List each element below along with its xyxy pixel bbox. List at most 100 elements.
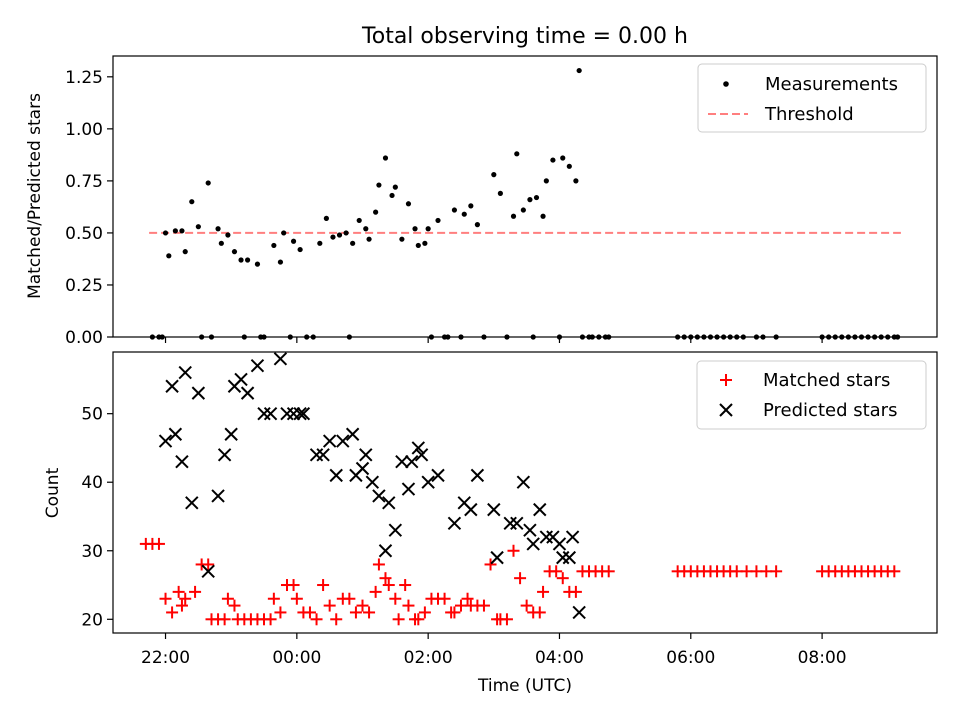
matched-star-point: [267, 592, 280, 605]
measurement-point: [195, 224, 201, 230]
matched-star-point: [438, 592, 451, 605]
measurement-point: [520, 207, 526, 213]
bottom-subplot: Count Time (UTC) 20 30 40 50 22:00 00:00 02:0…: [43, 351, 938, 696]
matched-star-point: [569, 585, 582, 598]
predicted-star-point: [490, 550, 504, 565]
predicted-star-point: [355, 461, 370, 476]
measurement-point: [254, 261, 261, 267]
measurement-point: [392, 184, 398, 190]
measurement-point: [189, 199, 195, 205]
matched-star-point: [363, 606, 376, 619]
matched-star-point: [602, 565, 615, 578]
predicted-star-point: [572, 605, 586, 620]
bottom-x-tick-label: 08:00: [798, 648, 847, 668]
predicted-star-point: [372, 489, 386, 503]
predicted-star-point: [250, 359, 265, 373]
measurement-point: [566, 163, 572, 169]
predicted-star-point: [414, 448, 429, 462]
predicted-star-point: [526, 537, 540, 551]
measurement-point: [560, 155, 566, 161]
measurement-point: [461, 211, 467, 217]
matched-star-point: [372, 558, 385, 571]
measurement-point: [527, 197, 533, 203]
bottom-x-tick-label: 06:00: [666, 648, 715, 668]
measurement-point: [474, 222, 480, 228]
measurement-point: [412, 226, 418, 232]
measurement-point: [238, 257, 244, 263]
predicted-legend-marker: [719, 403, 733, 417]
measurement-point: [425, 226, 431, 232]
predicted-star-point: [382, 496, 396, 510]
predicted-star-point: [158, 434, 173, 448]
top-y-tick-label: 0.50: [65, 224, 103, 244]
matched-star-point: [330, 613, 343, 626]
matched-star-point: [349, 606, 362, 619]
matched-star-point: [484, 558, 497, 571]
bottom-plot-frame: [112, 351, 938, 634]
matched-star-point: [303, 606, 316, 619]
predicted-star-point: [378, 544, 393, 558]
measurement-point: [336, 232, 343, 238]
measurement-point: [550, 157, 556, 163]
matched-star-point: [310, 613, 323, 626]
predicted-star-point: [510, 516, 524, 531]
matched-star-point: [418, 606, 431, 619]
bottom-x-tick-label: 22:00: [141, 648, 190, 668]
measurement-point: [491, 172, 497, 178]
bottom-y-tick-label: 50: [81, 405, 103, 425]
top-legend: Measurements Threshold: [697, 63, 927, 133]
bottom-y-tick-label: 40: [81, 473, 103, 493]
measurement-point: [356, 217, 362, 224]
top-y-tick-label: 0.75: [65, 172, 103, 192]
measurement-point: [468, 203, 474, 209]
measurement-point: [215, 226, 221, 232]
measurement-point: [166, 253, 172, 259]
measurement-point: [405, 201, 412, 207]
matched-star-point: [172, 585, 185, 598]
predicted-star-point: [217, 448, 232, 462]
predicted-star-point: [234, 372, 248, 387]
predicted-star-point: [421, 475, 435, 489]
matched-star-point: [412, 613, 425, 626]
matched-star-point: [392, 613, 405, 626]
matched-star-point: [533, 606, 546, 619]
matched-legend-marker: [720, 374, 732, 386]
matched-star-point: [189, 585, 202, 598]
matched-star-point: [477, 599, 490, 612]
matched-star-point: [152, 537, 165, 550]
predicted-star-point: [523, 523, 537, 537]
matched-star-point: [461, 592, 474, 605]
top-legend-box: [697, 63, 927, 133]
measurement-point: [422, 240, 428, 246]
star-count-points: [139, 352, 901, 626]
top-y-tick-label: 1.00: [65, 120, 103, 140]
predicted-star-point: [165, 379, 179, 393]
matched-star-point: [550, 565, 563, 578]
measurement-point: [323, 215, 329, 221]
predicted-star-point: [405, 454, 419, 469]
measurement-point: [373, 209, 379, 215]
matched-star-point: [317, 579, 330, 592]
bottom-y-ticks: 20 30 40 50: [81, 405, 113, 630]
predicted-star-point: [516, 475, 531, 489]
top-plot-frame: [112, 55, 938, 338]
predicted-star-point: [464, 502, 478, 517]
predicted-star-point: [240, 386, 255, 400]
bottom-x-tick-label: 04:00: [535, 648, 584, 668]
predicted-star-point: [345, 427, 360, 441]
measurement-point: [162, 230, 169, 236]
measurement-point: [271, 242, 277, 249]
matched-star-point: [556, 572, 569, 585]
matched-star-point: [500, 613, 513, 626]
predicted-star-point: [309, 448, 324, 462]
predicted-star-point: [359, 448, 373, 462]
measurement-point: [435, 217, 441, 224]
matched-star-point: [175, 599, 188, 612]
bottom-x-tick-label: 00:00: [272, 648, 321, 668]
measurement-point: [231, 249, 238, 255]
measurement-point: [497, 190, 503, 196]
matched-star-point: [343, 592, 356, 605]
predicted-star-point: [224, 427, 238, 441]
predicted-star-point: [503, 516, 517, 531]
measurement-point: [543, 178, 549, 184]
